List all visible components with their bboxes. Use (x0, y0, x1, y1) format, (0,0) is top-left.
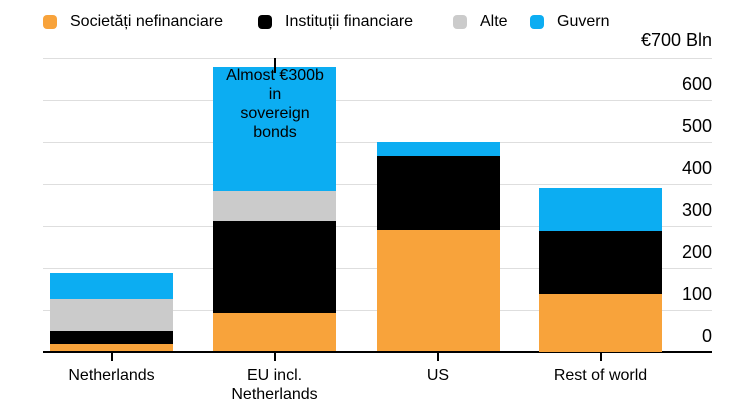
legend-label: Instituții financiare (285, 13, 414, 30)
bar-segment (539, 294, 662, 352)
legend-swatch-icon (258, 15, 272, 29)
legend-label: Societăți nefinanciare (70, 13, 223, 30)
bar-segment (376, 229, 500, 352)
x-category-label: US (426, 367, 450, 384)
bar-segment (213, 312, 336, 352)
bar-segment (50, 331, 173, 344)
bar-segment (539, 188, 662, 231)
legend-swatch-icon (43, 15, 57, 29)
legend-label: Alte (480, 13, 508, 30)
x-tick (437, 352, 439, 361)
x-axis-line (43, 350, 712, 353)
x-category-label: Netherlands (68, 367, 155, 384)
x-category-label: Rest of world (553, 367, 648, 384)
y-tick-label: 300 (681, 199, 712, 220)
bar-segment (50, 298, 173, 332)
bar-segment (50, 343, 173, 352)
legend-swatch-icon (453, 15, 467, 29)
y-tick-label: 0 (701, 325, 712, 346)
annotation-leader-line (273, 57, 276, 73)
legend-item: Alte (453, 12, 508, 32)
legend-item: Instituții financiare (258, 12, 413, 32)
x-category-label: EU incl. Netherlands (231, 367, 318, 403)
bar-segment (213, 220, 336, 313)
bar-segment (50, 273, 173, 299)
y-tick-label: 600 (681, 73, 712, 94)
y-tick-label: 100 (681, 283, 712, 304)
legend-swatch-icon (530, 15, 544, 29)
y-tick-label: 500 (681, 115, 712, 136)
legend-item: Guvern (530, 12, 609, 32)
x-tick (599, 352, 602, 361)
bar-segment (376, 156, 500, 230)
bar-segment (213, 67, 336, 192)
legend-item: Societăți nefinanciare (43, 12, 223, 32)
gridline (43, 99, 712, 101)
bar-segment (376, 141, 500, 157)
y-axis-unit-label: €700 Bln (640, 30, 712, 50)
legend-label: Guvern (557, 13, 610, 30)
bar-segment (539, 231, 662, 294)
gridline (43, 57, 712, 59)
x-tick (110, 352, 113, 361)
annotation: Almost €300b in sovereign bonds (226, 67, 324, 141)
y-tick-label: 400 (681, 157, 712, 178)
x-tick (273, 352, 276, 361)
y-tick-label: 200 (681, 241, 712, 262)
bar-segment (213, 191, 336, 221)
